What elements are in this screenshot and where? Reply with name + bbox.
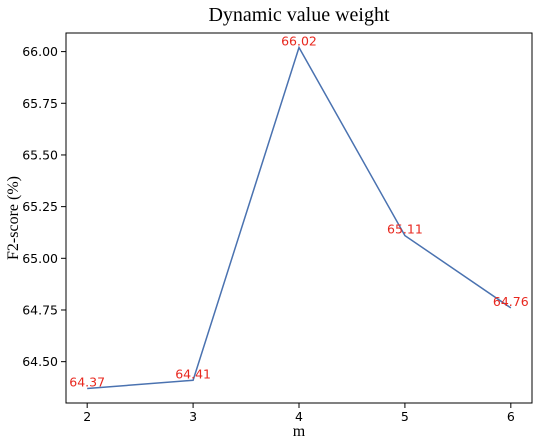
- x-axis: 2 3 4 5 6: [83, 403, 515, 424]
- data-label: 64.37: [69, 375, 105, 390]
- data-label: 65.11: [387, 222, 423, 237]
- x-tick-label: 3: [189, 409, 197, 424]
- y-tick-label: 65.75: [22, 96, 58, 111]
- x-axis-label: m: [293, 423, 306, 440]
- y-axis-label: F2-score (%): [5, 176, 22, 260]
- y-tick-label: 65.50: [22, 147, 58, 162]
- data-label: 66.02: [281, 33, 317, 48]
- chart-title: Dynamic value weight: [208, 4, 389, 26]
- data-label: 64.76: [493, 294, 529, 309]
- y-tick-label: 66.00: [22, 44, 58, 59]
- y-tick-label: 65.00: [22, 251, 58, 266]
- y-tick-label: 64.75: [22, 302, 58, 317]
- y-tick-label: 64.50: [22, 354, 58, 369]
- x-tick-label: 4: [295, 409, 303, 424]
- series-line: [87, 45, 512, 390]
- x-tick-label: 2: [83, 409, 91, 424]
- data-labels: 64.37 64.41 66.02 65.11 64.76: [69, 33, 528, 389]
- x-tick-label: 5: [401, 409, 409, 424]
- x-tick-label: 6: [507, 409, 515, 424]
- y-tick-label: 65.25: [22, 199, 58, 214]
- y-axis: 64.50 64.75 65.00 65.25 65.50 65.75 66.00: [22, 44, 66, 369]
- data-label: 64.41: [175, 366, 211, 381]
- plot-frame: [65, 32, 533, 404]
